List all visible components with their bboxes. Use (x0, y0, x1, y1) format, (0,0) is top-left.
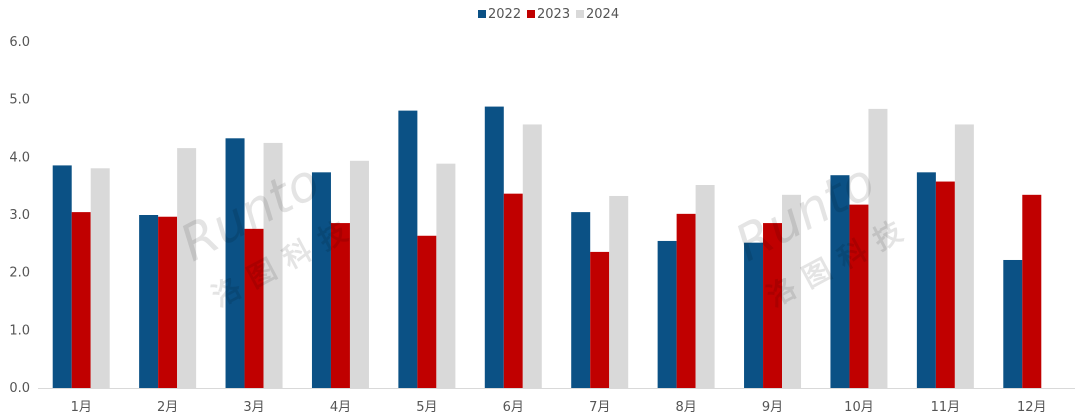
bar-2023-5 (417, 235, 437, 388)
bar-2022-6 (484, 106, 504, 388)
legend-swatch-2022 (478, 10, 486, 18)
x-tick-label: 11月 (931, 400, 961, 415)
bar-2023-7 (590, 251, 610, 388)
bar-2023-9 (763, 223, 783, 388)
y-tick-label: 1.0 (9, 323, 30, 338)
y-tick-label: 3.0 (9, 208, 30, 223)
x-tick-label: 8月 (675, 400, 696, 415)
x-tick-label: 3月 (243, 400, 264, 415)
bar-2023-10 (849, 204, 869, 388)
bar-2022-1 (52, 165, 72, 388)
x-tick-label: 9月 (762, 400, 783, 415)
x-tick-label: 12月 (1017, 400, 1047, 415)
bar-2023-6 (503, 193, 523, 388)
bar-2024-9 (782, 194, 802, 388)
bar-2024-5 (436, 163, 456, 388)
bar-2024-6 (522, 124, 542, 389)
bar-2022-12 (1003, 259, 1023, 388)
bar-2022-8 (657, 240, 677, 388)
y-tick-label: 2.0 (9, 266, 30, 281)
bars (52, 106, 1042, 389)
bar-2024-8 (695, 185, 715, 388)
x-tick-label: 6月 (503, 400, 524, 415)
x-axis: 1月 2月 3月 4月 5月 6月 7月 8月 9月 10月 11月 12月 (38, 388, 1075, 415)
y-tick-label: 6.0 (9, 35, 30, 50)
legend-swatch-2024 (576, 10, 584, 18)
bar-2022-2 (139, 215, 159, 388)
x-tick-label: 7月 (589, 400, 610, 415)
bar-2022-11 (916, 172, 936, 388)
bar-2022-4 (311, 172, 331, 388)
y-tick-label: 4.0 (9, 150, 30, 165)
bar-2024-2 (177, 148, 197, 388)
bar-2023-4 (330, 223, 350, 388)
x-tick-label: 2月 (157, 400, 178, 415)
y-tick-label: 0.0 (9, 381, 30, 396)
x-tick-label: 4月 (330, 400, 351, 415)
bar-2023-2 (158, 216, 178, 388)
bar-2022-7 (571, 212, 591, 388)
legend-label-2022: 2022 (488, 7, 521, 22)
bar-2023-3 (244, 228, 264, 388)
bar-2023-1 (71, 212, 91, 388)
bar-2024-7 (609, 195, 629, 388)
bar-2022-3 (225, 138, 245, 388)
bar-2022-5 (398, 110, 418, 388)
legend: 2022 2023 2024 (478, 7, 619, 22)
bar-2024-11 (954, 124, 974, 389)
bar-2022-10 (830, 175, 850, 388)
x-tick-label: 10月 (844, 400, 874, 415)
bar-2023-8 (676, 213, 696, 388)
legend-swatch-2023 (527, 10, 535, 18)
bar-2023-12 (1022, 194, 1042, 388)
bar-2024-10 (868, 108, 888, 388)
y-tick-label: 5.0 (9, 93, 30, 108)
bar-2023-11 (935, 181, 955, 388)
bar-2022-9 (744, 242, 764, 388)
bar-2024-1 (90, 168, 110, 388)
x-tick-label: 5月 (416, 400, 437, 415)
bar-2024-4 (349, 160, 369, 388)
legend-label-2023: 2023 (537, 7, 570, 22)
x-tick-label: 1月 (71, 400, 92, 415)
legend-label-2024: 2024 (586, 7, 619, 22)
y-axis: 0.0 1.0 2.0 3.0 4.0 5.0 6.0 (9, 35, 30, 396)
bar-2024-3 (263, 142, 283, 388)
